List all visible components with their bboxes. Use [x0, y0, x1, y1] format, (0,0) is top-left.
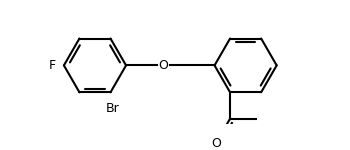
Text: F: F — [48, 59, 55, 72]
Text: Br: Br — [105, 102, 119, 115]
Text: O: O — [158, 59, 168, 72]
Text: O: O — [211, 137, 221, 150]
